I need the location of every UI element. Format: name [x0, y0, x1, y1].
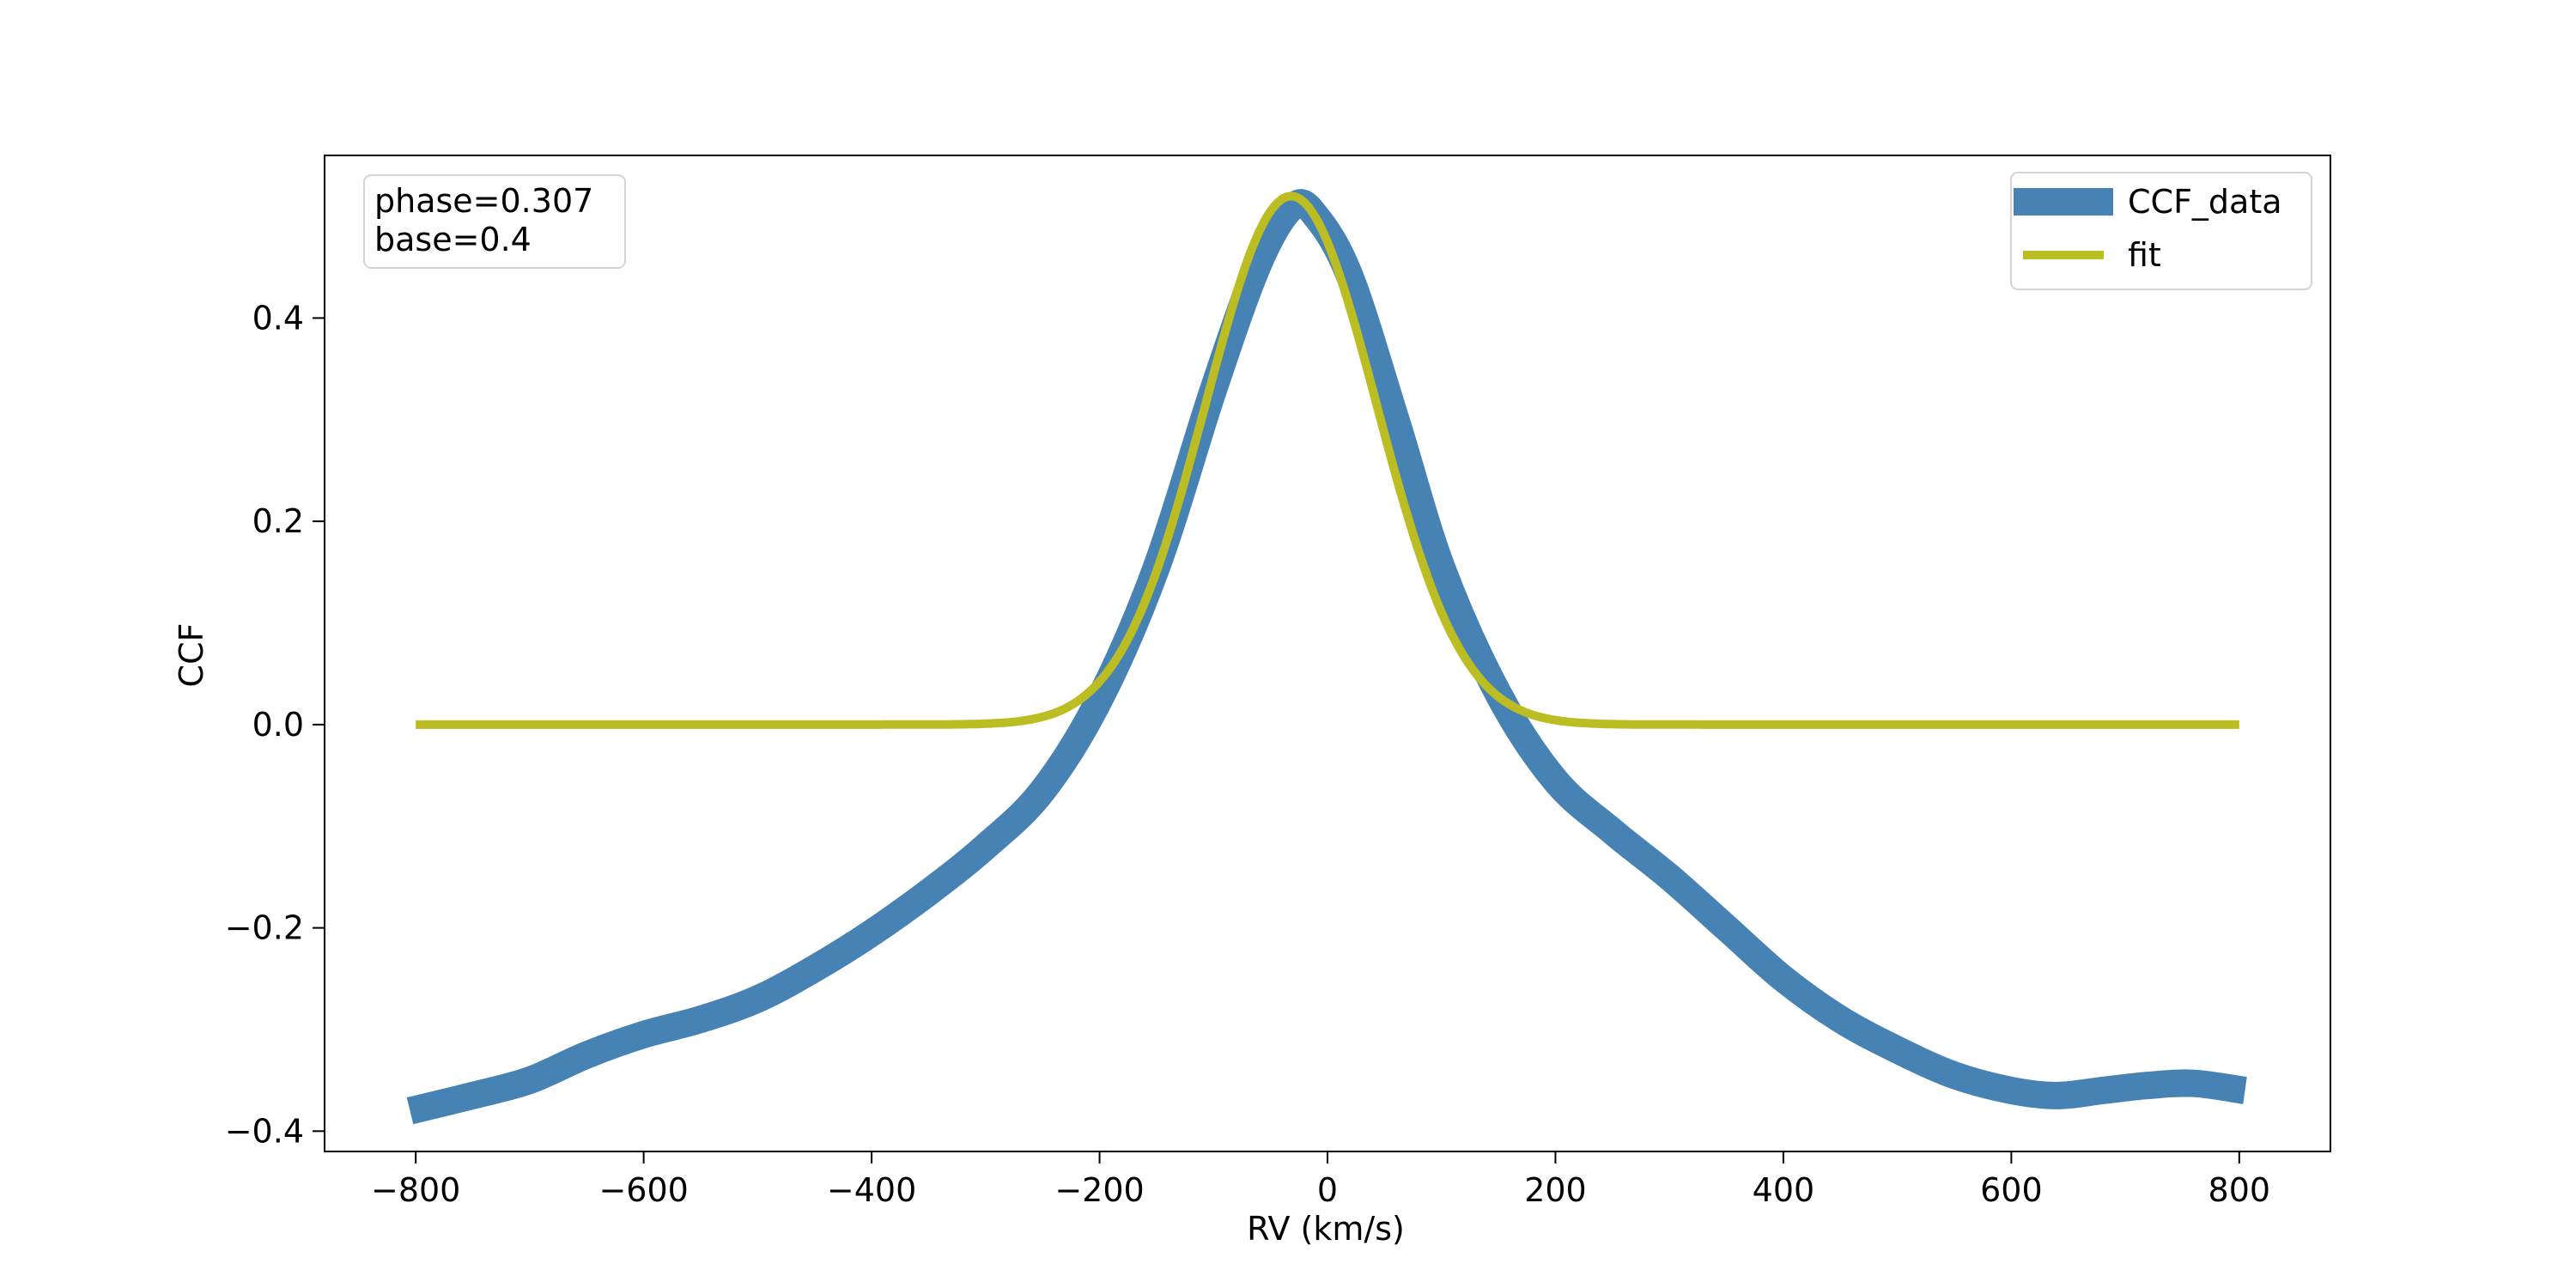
x-tick-label: 400 — [1753, 1171, 1815, 1209]
plot-area — [406, 189, 2247, 1125]
series-fit-line — [416, 191, 2239, 729]
x-tick-label: 800 — [2208, 1171, 2271, 1209]
x-tick-label: −800 — [371, 1171, 460, 1209]
series-ccf-data-line — [406, 189, 2247, 1125]
y-tick-label: 0.2 — [252, 502, 304, 540]
info-box-frame — [363, 174, 626, 269]
x-tick-label: 0 — [1317, 1171, 1338, 1209]
y-tick-label: −0.4 — [225, 1112, 304, 1150]
x-axis-label: RV (km/s) — [1247, 1210, 1405, 1248]
legend-label-ccf-data: CCF_data — [2128, 183, 2282, 221]
x-tick-label: 200 — [1524, 1171, 1587, 1209]
y-tick-label: −0.2 — [225, 909, 304, 947]
y-axis: −0.4 −0.2 0.0 0.2 0.4 — [225, 299, 325, 1150]
x-axis: −800 −600 −400 −200 0 200 400 600 800 — [371, 1151, 2270, 1209]
phase-text: phase=0.307 — [374, 182, 593, 220]
info-box: phase=0.307 base=0.4 — [363, 174, 626, 269]
legend: CCF_data fit — [2010, 172, 2312, 290]
axes-frame — [324, 155, 2331, 1152]
x-tick-label: 600 — [1980, 1171, 2043, 1209]
x-tick-label: −200 — [1054, 1171, 1144, 1209]
base-text: base=0.4 — [374, 221, 532, 258]
x-tick-label: −600 — [598, 1171, 688, 1209]
x-tick-label: −400 — [827, 1171, 916, 1209]
legend-label-fit: fit — [2128, 236, 2161, 274]
y-tick-label: 0.4 — [252, 299, 304, 337]
y-tick-label: 0.0 — [252, 706, 304, 744]
y-axis-label: CCF — [173, 623, 210, 688]
